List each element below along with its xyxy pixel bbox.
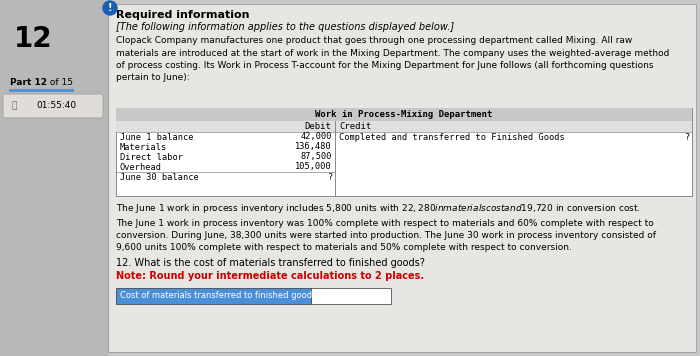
FancyBboxPatch shape [116, 108, 692, 196]
Circle shape [103, 1, 117, 15]
Text: 136,480: 136,480 [295, 142, 332, 152]
Text: Cost of materials transferred to finished goods: Cost of materials transferred to finishe… [120, 292, 316, 300]
Text: Note: Round your intermediate calculations to 2 places.: Note: Round your intermediate calculatio… [116, 271, 424, 281]
Text: Overhead: Overhead [120, 162, 162, 172]
FancyBboxPatch shape [116, 288, 311, 304]
FancyBboxPatch shape [3, 94, 103, 118]
Text: Work in Process-Mixing Department: Work in Process-Mixing Department [315, 110, 493, 119]
Text: of 15: of 15 [47, 78, 73, 87]
Text: June 30 balance: June 30 balance [120, 173, 199, 182]
Text: 87,500: 87,500 [300, 152, 332, 162]
Text: June 1 balance: June 1 balance [120, 132, 193, 141]
Text: Credit: Credit [339, 122, 371, 131]
FancyBboxPatch shape [116, 121, 692, 132]
Text: !: ! [108, 3, 112, 13]
Text: 105,000: 105,000 [295, 162, 332, 172]
Text: Materials: Materials [120, 142, 167, 152]
Text: ⌛: ⌛ [12, 101, 18, 110]
Text: Completed and transferred to Finished Goods: Completed and transferred to Finished Go… [339, 132, 565, 141]
Text: The June 1 work in process inventory includes 5,800 units with $22,280 in materi: The June 1 work in process inventory inc… [116, 202, 656, 252]
Text: [The following information applies to the questions displayed below.]: [The following information applies to th… [116, 22, 454, 32]
Text: Required information: Required information [116, 10, 249, 20]
Text: Direct labor: Direct labor [120, 152, 183, 162]
Text: Part 12: Part 12 [10, 78, 47, 87]
Text: ?: ? [327, 173, 332, 182]
FancyBboxPatch shape [311, 288, 391, 304]
FancyBboxPatch shape [0, 0, 108, 356]
Text: 12. What is the cost of materials transferred to finished goods?: 12. What is the cost of materials transf… [116, 258, 425, 268]
Text: 12: 12 [14, 25, 52, 53]
Text: ?: ? [684, 132, 689, 141]
FancyBboxPatch shape [116, 108, 692, 121]
Text: Clopack Company manufactures one product that goes through one processing depart: Clopack Company manufactures one product… [116, 36, 669, 83]
FancyBboxPatch shape [108, 4, 696, 352]
Text: 42,000: 42,000 [300, 132, 332, 141]
Text: Debit: Debit [304, 122, 331, 131]
Text: 01:55:40: 01:55:40 [36, 101, 76, 110]
